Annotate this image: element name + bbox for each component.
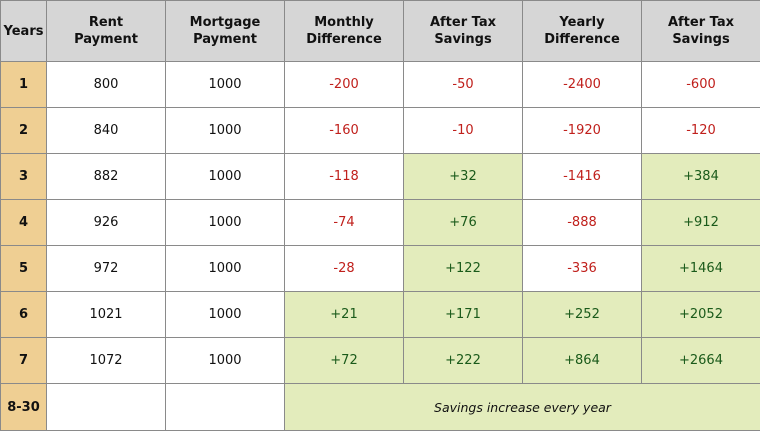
monthly-difference-cell: +72 <box>285 338 404 384</box>
monthly-difference-cell: -118 <box>285 154 404 200</box>
yearly-difference-cell: -888 <box>523 200 642 246</box>
yearly-savings-cell: +2052 <box>642 292 760 338</box>
rent-cell: 926 <box>47 200 166 246</box>
mortgage-cell: 1000 <box>166 154 285 200</box>
year-cell: 8-30 <box>1 384 47 431</box>
table-row: 2 840 1000 -160 -10 -1920 -120 <box>1 108 760 154</box>
monthly-difference-cell: -160 <box>285 108 404 154</box>
yearly-difference-cell: +864 <box>523 338 642 384</box>
monthly-difference-cell: +21 <box>285 292 404 338</box>
table-row: 1 800 1000 -200 -50 -2400 -600 <box>1 62 760 108</box>
savings-note: Savings increase every year <box>285 384 760 431</box>
year-cell: 6 <box>1 292 47 338</box>
mortgage-cell: 1000 <box>166 200 285 246</box>
yearly-difference-cell: -336 <box>523 246 642 292</box>
mortgage-cell: 1000 <box>166 292 285 338</box>
mortgage-cell-empty <box>166 384 285 431</box>
year-cell: 7 <box>1 338 47 384</box>
rent-cell: 840 <box>47 108 166 154</box>
year-cell: 1 <box>1 62 47 108</box>
mortgage-cell: 1000 <box>166 62 285 108</box>
table-row-final: 8-30 Savings increase every year <box>1 384 760 431</box>
year-cell: 5 <box>1 246 47 292</box>
yearly-difference-cell: -1416 <box>523 154 642 200</box>
table-row: 7 1072 1000 +72 +222 +864 +2664 <box>1 338 760 384</box>
yearly-savings-cell: -120 <box>642 108 760 154</box>
table-row: 6 1021 1000 +21 +171 +252 +2052 <box>1 292 760 338</box>
mortgage-cell: 1000 <box>166 246 285 292</box>
monthly-savings-cell: +222 <box>404 338 523 384</box>
monthly-savings-cell: +76 <box>404 200 523 246</box>
mortgage-cell: 1000 <box>166 338 285 384</box>
monthly-savings-cell: -10 <box>404 108 523 154</box>
rent-cell-empty <box>47 384 166 431</box>
yearly-savings-cell: -600 <box>642 62 760 108</box>
monthly-difference-cell: -74 <box>285 200 404 246</box>
rent-cell: 882 <box>47 154 166 200</box>
table-row: 5 972 1000 -28 +122 -336 +1464 <box>1 246 760 292</box>
yearly-difference-cell: -1920 <box>523 108 642 154</box>
monthly-savings-cell: +122 <box>404 246 523 292</box>
header-years: Years <box>1 1 47 62</box>
yearly-difference-cell: -2400 <box>523 62 642 108</box>
monthly-savings-cell: +171 <box>404 292 523 338</box>
rent-cell: 800 <box>47 62 166 108</box>
table-row: 3 882 1000 -118 +32 -1416 +384 <box>1 154 760 200</box>
year-cell: 4 <box>1 200 47 246</box>
monthly-difference-cell: -28 <box>285 246 404 292</box>
monthly-savings-cell: -50 <box>404 62 523 108</box>
yearly-savings-cell: +1464 <box>642 246 760 292</box>
table-row: 4 926 1000 -74 +76 -888 +912 <box>1 200 760 246</box>
year-cell: 3 <box>1 154 47 200</box>
monthly-difference-cell: -200 <box>285 62 404 108</box>
rent-cell: 1021 <box>47 292 166 338</box>
rent-cell: 972 <box>47 246 166 292</box>
yearly-savings-cell: +384 <box>642 154 760 200</box>
monthly-savings-cell: +32 <box>404 154 523 200</box>
mortgage-cell: 1000 <box>166 108 285 154</box>
yearly-difference-cell: +252 <box>523 292 642 338</box>
year-cell: 2 <box>1 108 47 154</box>
rent-cell: 1072 <box>47 338 166 384</box>
yearly-savings-cell: +912 <box>642 200 760 246</box>
yearly-savings-cell: +2664 <box>642 338 760 384</box>
